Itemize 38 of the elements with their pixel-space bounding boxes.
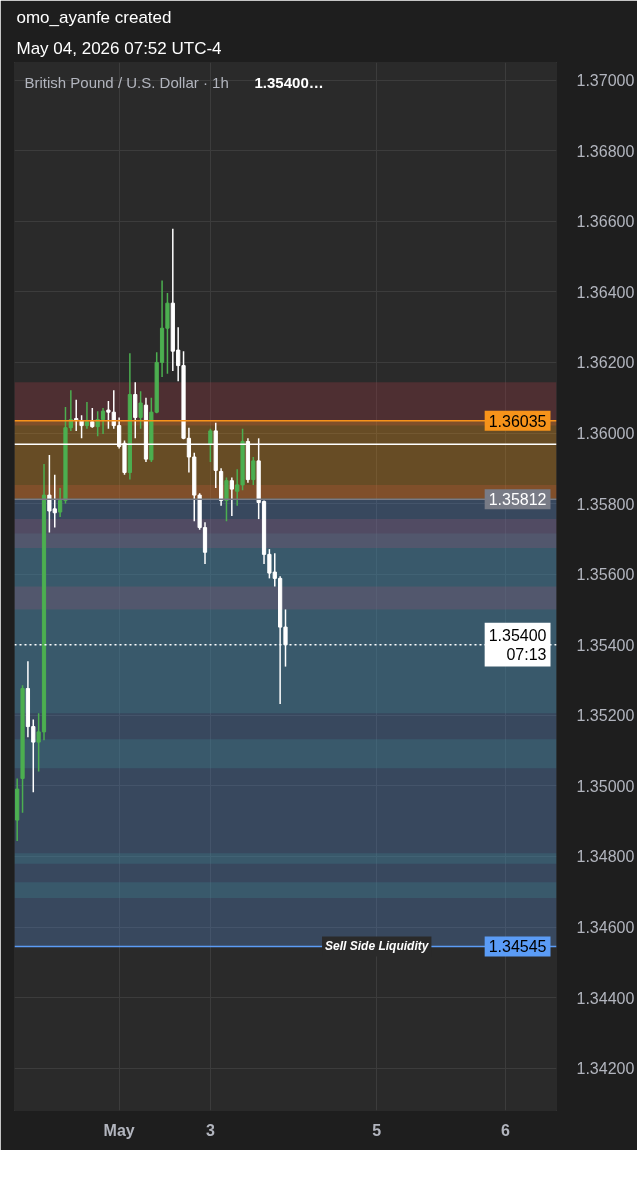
x-tick-label: May (103, 1121, 135, 1139)
ref-line-label: 1.35400 07:13 (488, 626, 547, 663)
chart-title: omo_ayanfe created (16, 7, 172, 27)
candlestick (106, 400, 111, 430)
y-tick-label: 1.36400 (576, 283, 635, 301)
ref-line-label: 1.35812 (488, 491, 547, 509)
annotation: British Pound / U.S. Dollar · 1h (24, 73, 229, 91)
candlestick (251, 456, 256, 486)
candlestick (208, 428, 213, 463)
ref-line-label: 1.36035 (488, 412, 547, 430)
candlestick (84, 401, 90, 430)
candlestick (79, 414, 84, 440)
y-tick-label: 1.35600 (576, 566, 635, 584)
candlestick (224, 476, 229, 522)
y-tick-label: 1.34400 (576, 989, 635, 1007)
chart-subtitle: May 04, 2026 07:52 UTC-4 (16, 38, 222, 58)
candlestick (133, 381, 138, 440)
candlestick (138, 390, 143, 430)
y-tick-label: 1.35800 (576, 495, 635, 513)
y-tick-label: 1.36600 (576, 213, 635, 231)
y-tick-label: 1.34200 (576, 1060, 635, 1078)
candlestick (90, 407, 95, 429)
y-tick-label: 1.35000 (576, 777, 635, 795)
x-tick-label: 3 (205, 1121, 215, 1139)
y-tick-label: 1.35400 (576, 636, 635, 654)
annotation: Sell Side Liquidity (325, 939, 430, 954)
y-tick-label: 1.36800 (576, 142, 635, 160)
annotation: 1.35400… (254, 73, 324, 91)
y-tick-label: 1.36200 (576, 354, 635, 372)
y-tick-label: 1.36000 (576, 425, 635, 443)
y-tick-label: 1.34600 (576, 919, 635, 937)
candlestick (229, 476, 234, 517)
y-tick-label: 1.35200 (576, 707, 635, 725)
x-tick-label: 6 (501, 1121, 511, 1139)
y-tick-label: 1.37000 (576, 72, 635, 90)
y-tick-label: 1.34800 (576, 848, 635, 866)
x-tick-label: 5 (372, 1121, 382, 1139)
ref-line-label: 1.34545 (488, 938, 547, 956)
